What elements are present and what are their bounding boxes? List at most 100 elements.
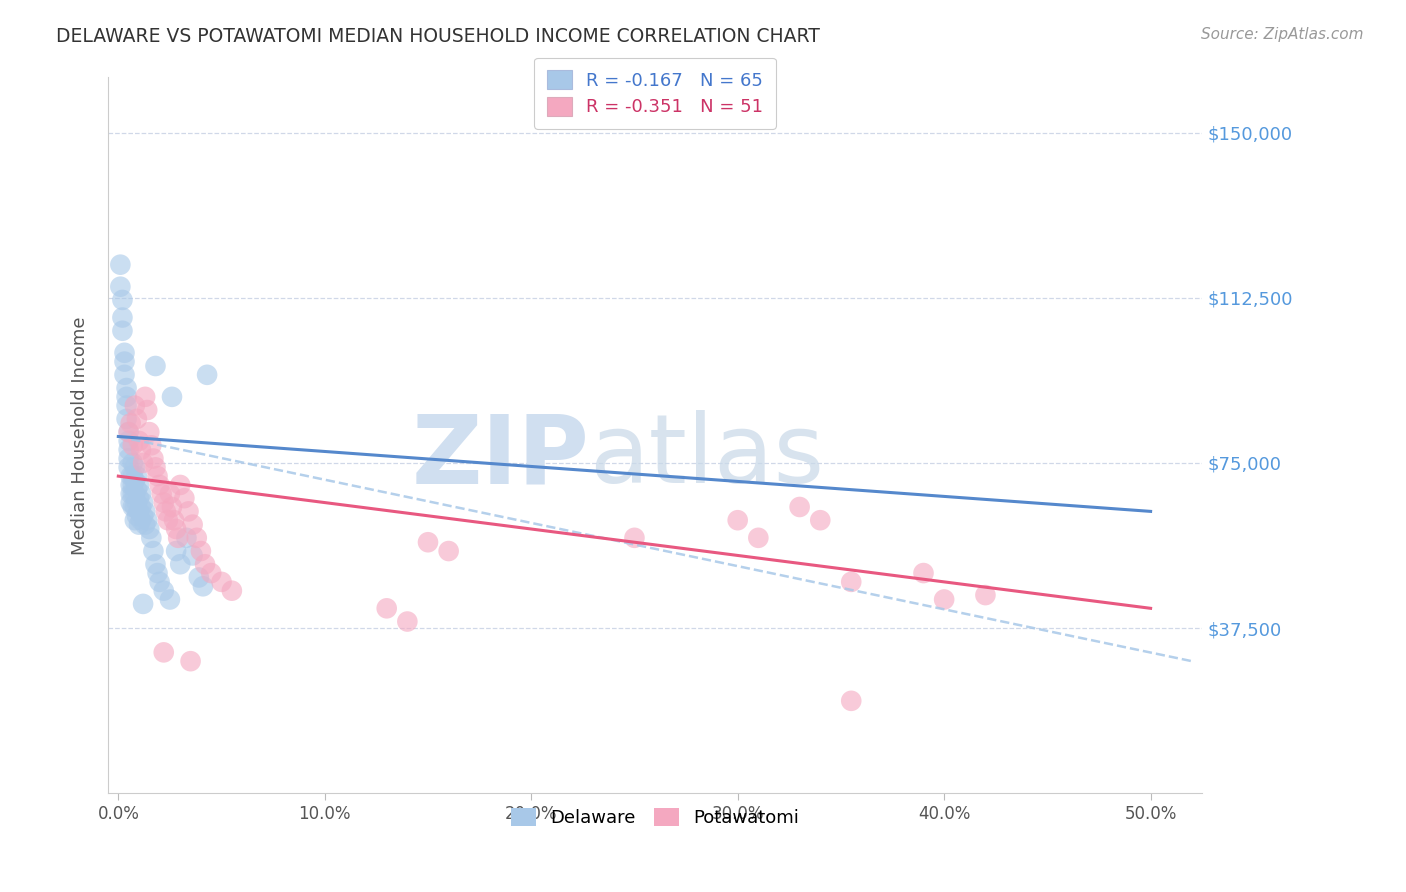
Point [117,460,139,475]
Point [132,495,155,509]
Point [159,592,181,607]
Point [136,513,159,527]
Point [912,566,935,580]
Point [623,531,645,545]
Point [121,487,143,501]
Point [125,508,148,523]
Point [121,456,143,470]
Point [115,412,138,426]
Point [129,500,152,514]
Point [125,412,148,426]
Point [191,579,214,593]
Point [727,513,749,527]
Text: Source: ZipAtlas.com: Source: ZipAtlas.com [1201,27,1364,42]
Point [117,425,139,439]
Point [152,583,174,598]
Point [187,570,209,584]
Point [129,442,152,457]
Point [176,531,198,545]
Point [165,522,187,536]
Point [190,544,212,558]
Point [416,535,439,549]
Point [114,346,136,360]
Point [141,438,163,452]
Point [186,531,208,545]
Point [747,531,769,545]
Point [129,513,152,527]
Point [132,456,155,470]
Point [145,359,167,373]
Point [138,425,160,439]
Point [120,417,142,431]
Point [165,544,187,558]
Point [138,522,160,536]
Point [132,508,155,523]
Point [124,500,146,514]
Point [136,403,159,417]
Point [839,574,862,589]
Point [121,438,143,452]
Point [396,615,419,629]
Text: DELAWARE VS POTAWATOMI MEDIAN HOUSEHOLD INCOME CORRELATION CHART: DELAWARE VS POTAWATOMI MEDIAN HOUSEHOLD … [56,27,820,45]
Point [375,601,398,615]
Point [111,310,134,325]
Point [132,597,155,611]
Point [181,517,204,532]
Point [195,368,218,382]
Point [115,390,138,404]
Point [128,478,150,492]
Point [160,500,183,514]
Point [124,460,146,475]
Point [221,583,243,598]
Point [142,451,165,466]
Point [125,495,148,509]
Text: atlas: atlas [589,410,824,503]
Point [124,487,146,501]
Point [169,558,191,572]
Point [142,544,165,558]
Point [120,478,142,492]
Point [149,478,172,492]
Point [117,442,139,457]
Point [149,574,172,589]
Point [121,478,143,492]
Point [152,495,174,509]
Point [117,425,139,439]
Point [146,566,169,580]
Point [124,513,146,527]
Point [128,434,150,448]
Point [128,491,150,505]
Point [121,469,143,483]
Point [150,487,173,501]
Point [121,500,143,514]
Point [200,566,222,580]
Point [125,483,148,497]
Point [194,558,217,572]
Point [115,381,138,395]
Point [120,495,142,509]
Text: ZIP: ZIP [412,410,589,503]
Point [211,574,233,589]
Point [125,469,148,483]
Point [160,390,183,404]
Point [134,390,156,404]
Point [115,399,138,413]
Point [145,558,167,572]
Legend: Delaware, Potawatomi: Delaware, Potawatomi [503,801,807,834]
Point [117,451,139,466]
Point [173,491,195,505]
Point [152,645,174,659]
Point [111,324,134,338]
Point [167,531,190,545]
Point [134,504,156,518]
Y-axis label: Median Household Income: Median Household Income [72,316,89,555]
Point [128,504,150,518]
Point [177,504,200,518]
Point [111,293,134,307]
Point [120,487,142,501]
Point [808,513,831,527]
Point [145,460,167,475]
Point [155,504,177,518]
Point [181,549,204,563]
Point [169,478,191,492]
